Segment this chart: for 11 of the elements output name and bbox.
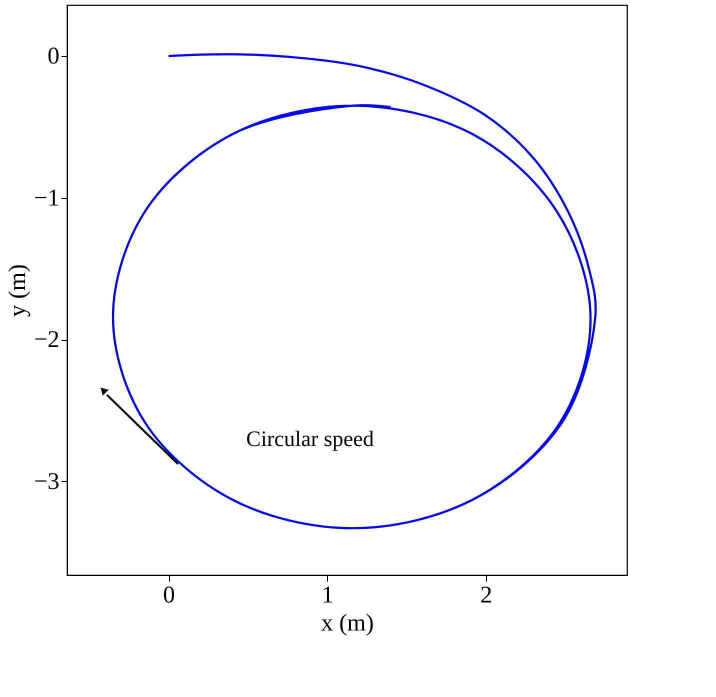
y-tick-label: 0 [48,44,60,70]
y-axis-title: y (m) [4,264,31,317]
annotation: Circular speed [246,426,374,451]
y-tick-label: −2 [34,327,60,354]
x-tick-label: 1 [322,582,334,608]
y-tick-label: −3 [34,468,60,495]
x-tick-label: 2 [480,582,492,608]
y-tick-label: −1 [34,185,60,212]
x-tick-label: 0 [163,582,176,608]
x-axis-title: x (m) [321,610,374,636]
line-series [112,53,597,530]
